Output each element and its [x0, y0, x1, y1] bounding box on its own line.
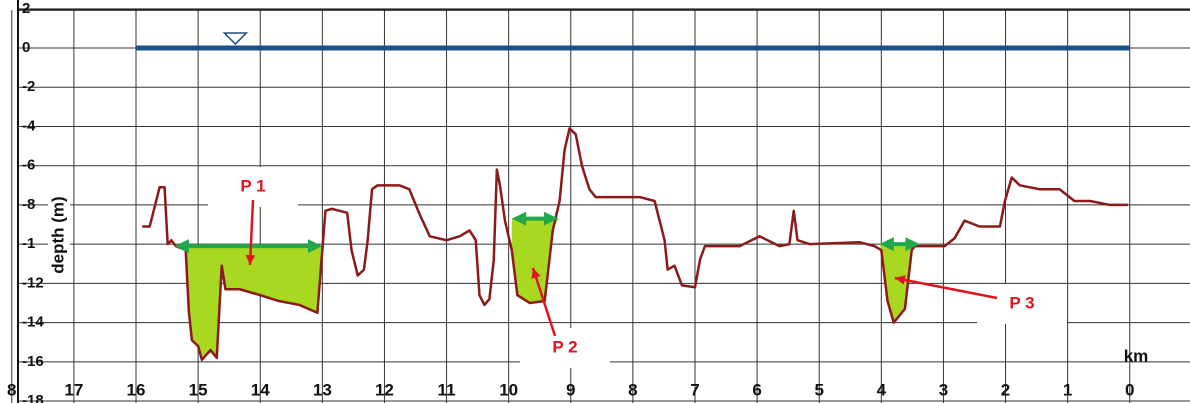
- span-arrowhead: [307, 239, 323, 254]
- pointer-arrowhead: [245, 254, 256, 265]
- y-tick-label: -4: [22, 117, 36, 134]
- profile-line: [142, 127, 1128, 362]
- highlight-label: P 2: [552, 337, 577, 356]
- pointer-arrow: [894, 276, 998, 300]
- x-tick-label: 4: [877, 380, 887, 399]
- x-tick-label: 16: [127, 380, 146, 399]
- x-tick-label: 0: [1125, 380, 1134, 399]
- pointer-arrow: [531, 267, 557, 337]
- water-marker: [222, 32, 249, 46]
- highlight-area: [174, 246, 323, 360]
- span-arrowhead: [879, 237, 894, 252]
- y-tick-label: -18: [22, 392, 44, 403]
- pointer-arrowhead: [895, 275, 906, 285]
- pointer-arrowhead: [531, 268, 541, 279]
- span-arrowhead: [511, 211, 527, 226]
- x-tick-label: 2: [1001, 380, 1010, 399]
- span-arrowhead: [543, 211, 559, 226]
- x-tick-label: 15: [189, 380, 208, 399]
- y-axis-label: depth (m): [48, 196, 67, 273]
- x-tick-label: 8: [628, 380, 637, 399]
- y-tick-label: -6: [22, 157, 35, 174]
- y-tick-label: 2: [22, 0, 30, 17]
- ylabel-box: [48, 190, 70, 280]
- x-tick-label: 10: [499, 380, 518, 399]
- pointer-arrow: [248, 199, 255, 266]
- y-tick-label: -16: [22, 353, 44, 370]
- span-arrowhead: [905, 237, 920, 252]
- y-tick-label: -1: [22, 235, 35, 252]
- x-tick-label: 1: [1063, 380, 1072, 399]
- x-tick-label: 6: [752, 380, 761, 399]
- y-tick-label: -12: [22, 274, 44, 291]
- x-tick-label: 5: [814, 380, 823, 399]
- x-tick-label: 12: [375, 380, 394, 399]
- highlight-label: P 3: [1009, 293, 1034, 312]
- x-tick-label: 3: [939, 380, 948, 399]
- y-tick-label: -8: [22, 196, 35, 213]
- highlight-label: P 1: [240, 176, 265, 195]
- y-tick-label: -2: [22, 78, 35, 95]
- x-tick-label: 14: [251, 380, 270, 399]
- x-tick-label: 7: [690, 380, 699, 399]
- label-box: [520, 328, 610, 368]
- x-tick-label: 9: [566, 380, 575, 399]
- x-tick-label: 11: [438, 380, 456, 399]
- x-tick-label: 8: [7, 380, 16, 399]
- x-tick-label: 13: [313, 380, 332, 399]
- y-tick-label: 0: [22, 39, 30, 56]
- span-arrowhead: [174, 239, 189, 254]
- label-box: [977, 284, 1067, 324]
- x-axis-label: km: [1124, 346, 1149, 365]
- x-tick-label: 17: [64, 380, 83, 399]
- y-tick-label: -14: [22, 314, 44, 331]
